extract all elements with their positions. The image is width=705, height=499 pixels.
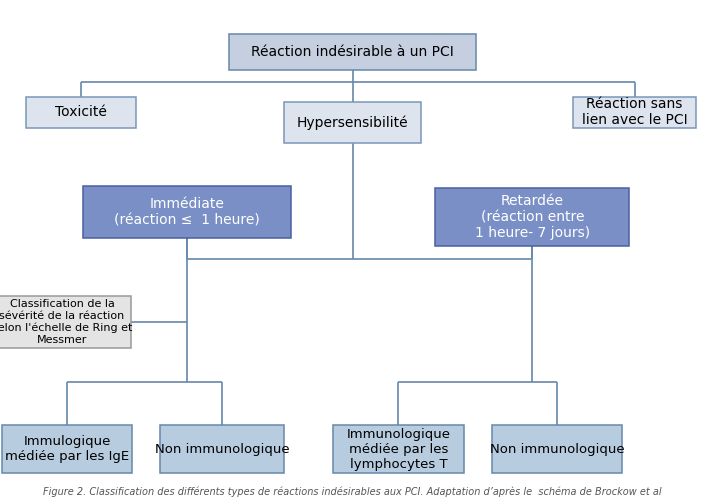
Text: Retardée
(réaction entre
1 heure- 7 jours): Retardée (réaction entre 1 heure- 7 jour… — [474, 194, 590, 240]
Text: Non immunologique: Non immunologique — [155, 443, 289, 456]
FancyBboxPatch shape — [572, 97, 697, 128]
FancyBboxPatch shape — [283, 102, 422, 143]
Text: Hypersensibilité: Hypersensibilité — [297, 115, 408, 130]
FancyBboxPatch shape — [161, 425, 283, 473]
FancyBboxPatch shape — [436, 189, 630, 246]
Text: Toxicité: Toxicité — [55, 105, 107, 119]
Text: Immunologique
médiée par les
lymphocytes T: Immunologique médiée par les lymphocytes… — [346, 428, 450, 471]
Text: Non immunologique: Non immunologique — [490, 443, 624, 456]
FancyBboxPatch shape — [2, 425, 133, 473]
Text: Immédiate
(réaction ≤  1 heure): Immédiate (réaction ≤ 1 heure) — [114, 197, 259, 227]
FancyBboxPatch shape — [83, 186, 291, 239]
FancyBboxPatch shape — [229, 34, 476, 70]
Text: Classification de la
sévérité de la réaction
selon l'échelle de Ring et
Messmer: Classification de la sévérité de la réac… — [0, 299, 133, 344]
Text: Figure 2. Classification des différents types de réactions indésirables aux PCI.: Figure 2. Classification des différents … — [43, 486, 662, 497]
FancyBboxPatch shape — [492, 425, 623, 473]
Text: Réaction sans
lien avec le PCI: Réaction sans lien avec le PCI — [582, 97, 687, 127]
Text: Réaction indésirable à un PCI: Réaction indésirable à un PCI — [251, 45, 454, 59]
Text: Immulogique
médiée par les IgE: Immulogique médiée par les IgE — [5, 435, 129, 463]
FancyBboxPatch shape — [333, 425, 464, 473]
FancyBboxPatch shape — [0, 295, 131, 348]
FancyBboxPatch shape — [27, 97, 136, 128]
